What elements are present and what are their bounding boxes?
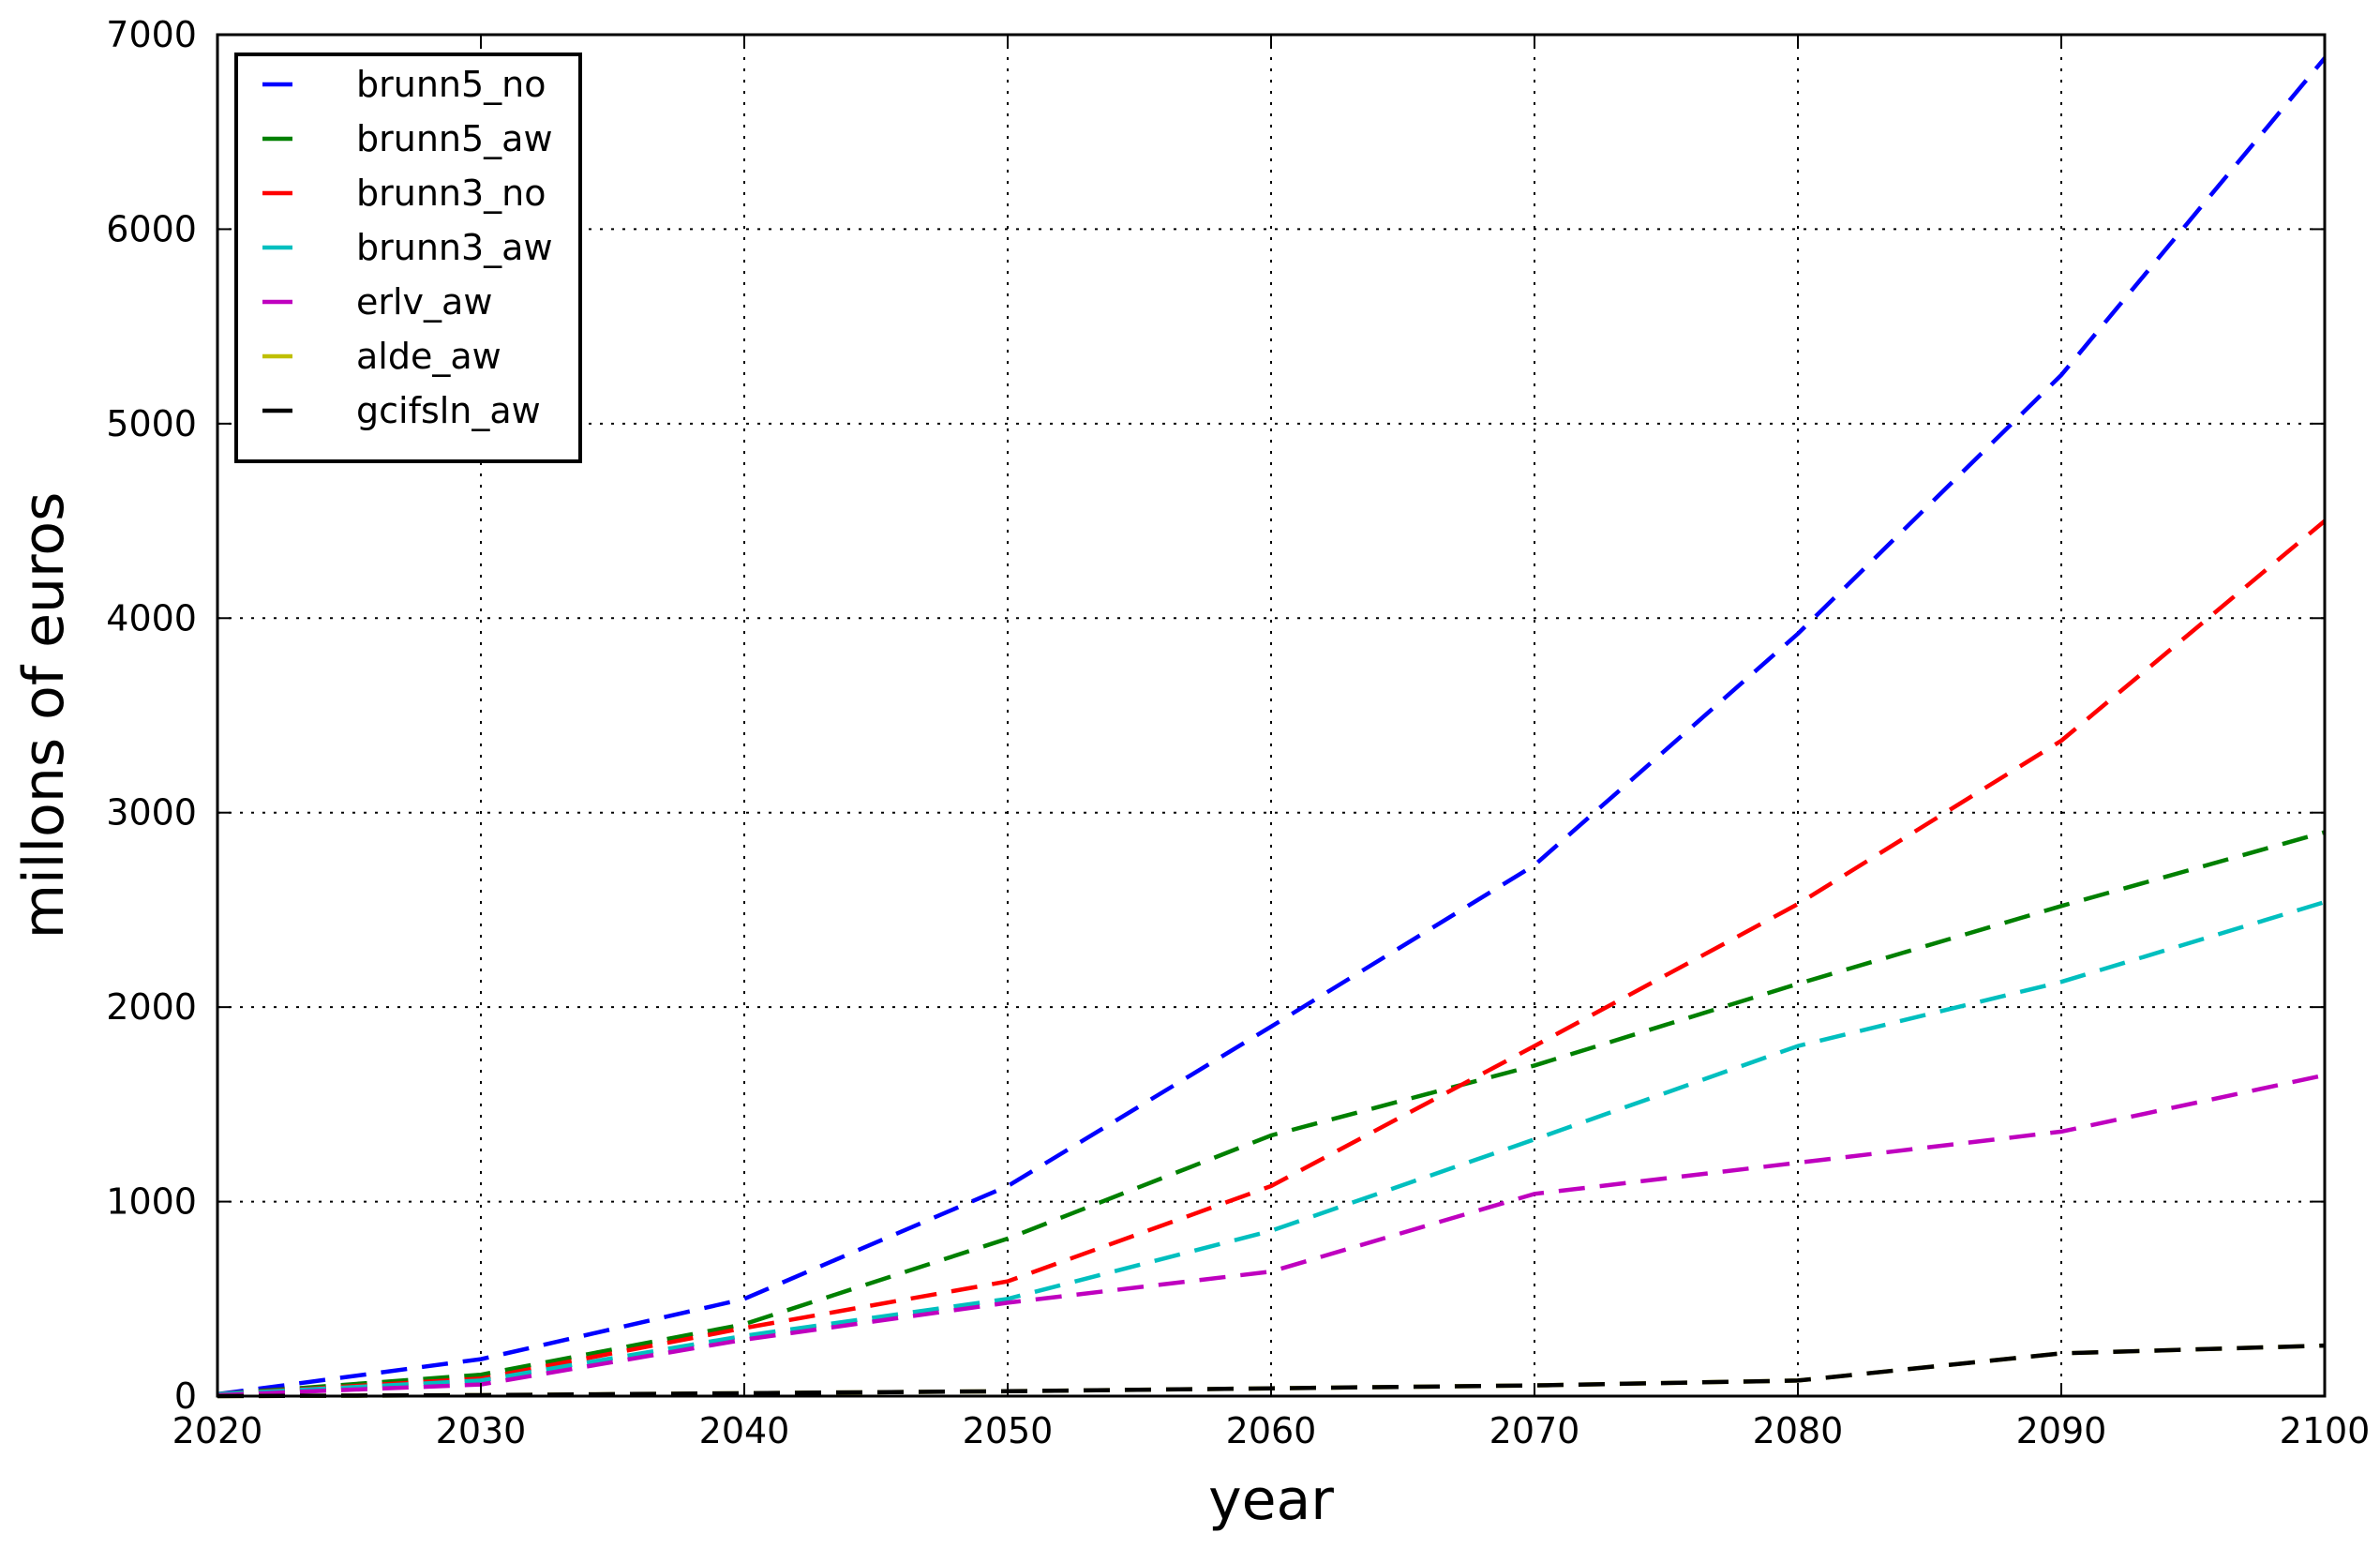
y-tick-label: 2000 — [106, 986, 197, 1028]
x-tick-label: 2070 — [1489, 1410, 1580, 1451]
y-tick-label: 7000 — [106, 14, 197, 55]
legend: brunn5_no brunn5_aw brunn3_no brunn3_awerlv… — [234, 53, 582, 463]
x-tick-label: 2030 — [436, 1410, 527, 1451]
x-tick-label: 2050 — [963, 1410, 1054, 1451]
x-tick-label: 2040 — [699, 1410, 790, 1451]
axis-ticks — [217, 34, 2326, 1397]
y-tick-label: 4000 — [106, 597, 197, 639]
legend-label: brunn3_aw — [356, 227, 553, 268]
y-tick-label: 6000 — [106, 208, 197, 249]
series-line-brunn5_aw — [217, 830, 2326, 1397]
x-tick-labels: 2020 2030 2040 2050 2060 2070 2080 2090 2100 — [172, 1410, 2371, 1451]
series-line-brunn3_no — [217, 519, 2327, 1397]
x-tick-label: 2080 — [1753, 1410, 1844, 1451]
series-line-brunn3_aw — [217, 899, 2326, 1397]
y-tick-label: 0 — [174, 1375, 197, 1417]
x-tick-label: 2090 — [2016, 1410, 2107, 1451]
x-tick-label: 2020 — [172, 1410, 263, 1451]
legend-label: erlv_aw — [356, 281, 492, 323]
x-axis-title: year — [1208, 1467, 1334, 1533]
legend-box — [234, 53, 582, 463]
legend-label: brunn3_no — [356, 173, 546, 214]
legend-label: brunn5_aw — [356, 118, 553, 159]
y-tick-label: 3000 — [106, 792, 197, 834]
series-line-brunn5_no — [217, 56, 2327, 1397]
y-tick-label: 1000 — [106, 1181, 197, 1223]
x-tick-label: 2060 — [1226, 1410, 1317, 1451]
x-tick-label: 2100 — [2280, 1410, 2371, 1451]
legend-label: gcifsln_aw — [356, 390, 541, 431]
y-tick-labels: 0 1000 2000 3000 4000 5000 6000 7000 — [106, 14, 197, 1417]
series-line-erlv_aw — [217, 1073, 2326, 1398]
legend-label: brunn5_no — [356, 64, 546, 105]
y-tick-label: 5000 — [106, 403, 197, 444]
y-axis-title: millons of euros — [11, 492, 77, 939]
legend-label: alde_aw — [356, 336, 501, 377]
